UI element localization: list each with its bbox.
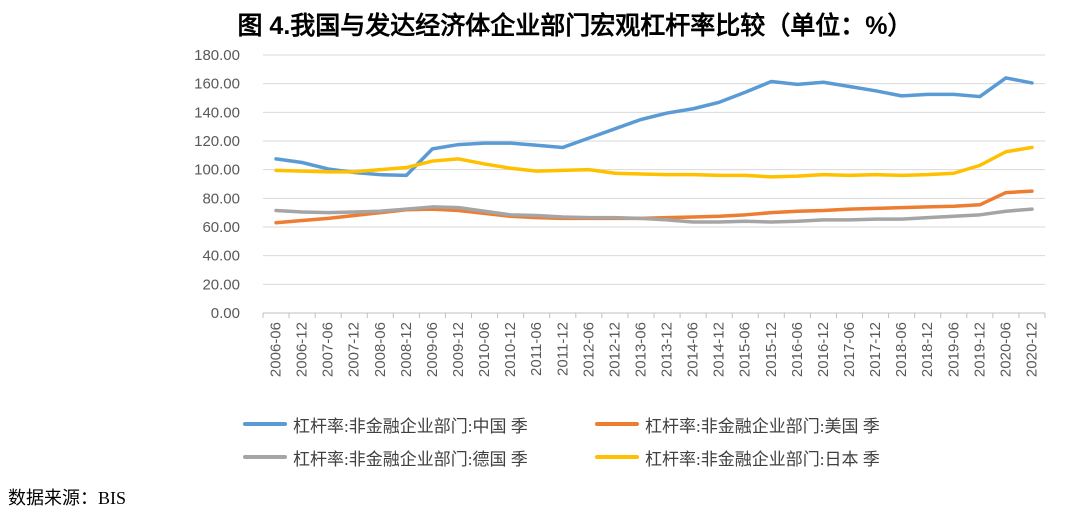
x-axis-label-2017-12: 2017-12	[867, 322, 884, 377]
x-axis-label-2012-12: 2012-12	[606, 322, 623, 377]
x-axis-label-2011-12: 2011-12	[554, 322, 571, 376]
x-axis-label-2018-12: 2018-12	[919, 322, 936, 377]
legend-swatch-us-line	[595, 422, 639, 426]
x-axis-label-2013-06: 2013-06	[632, 322, 649, 377]
y-axis-label-60.00: 60.00	[202, 219, 240, 236]
x-axis-label-2010-06: 2010-06	[476, 322, 493, 377]
x-axis-label-2015-06: 2015-06	[737, 322, 754, 377]
x-axis-label-2010-12: 2010-12	[502, 322, 519, 377]
legend-swatch-japan-line	[595, 455, 639, 459]
x-axis-label-2006-06: 2006-06	[268, 322, 285, 377]
x-axis-label-2009-12: 2009-12	[450, 322, 467, 377]
legend-label-us: 杠杆率:非金融企业部门:美国 季	[645, 416, 880, 436]
x-axis-label-2008-12: 2008-12	[398, 322, 415, 377]
y-axis-label-0.00: 0.00	[211, 305, 240, 322]
legend-item-japan: 杠杆率:非金融企业部门:日本 季	[595, 445, 947, 469]
x-axis-label-2020-06: 2020-06	[997, 322, 1014, 377]
y-axis-label-40.00: 40.00	[202, 248, 240, 265]
x-axis-label-2009-06: 2009-06	[424, 322, 441, 377]
y-axis-label-20.00: 20.00	[202, 276, 240, 293]
x-axis-label-2006-12: 2006-12	[294, 322, 311, 377]
legend-swatch-germany-line	[243, 455, 287, 459]
x-axis-label-2019-06: 2019-06	[945, 322, 962, 377]
legend-label-japan: 杠杆率:非金融企业部门:日本 季	[645, 449, 880, 469]
y-axis-label-160.00: 160.00	[194, 76, 240, 93]
x-axis-label-2012-06: 2012-06	[580, 322, 597, 377]
x-axis-label-2019-12: 2019-12	[971, 322, 988, 377]
x-axis-label-2014-06: 2014-06	[685, 322, 702, 377]
legend: 杠杆率:非金融企业部门:中国 季 杠杆率:非金融企业部门:美国 季 杠杆率:非金…	[55, 412, 1080, 469]
x-axis-label-2014-12: 2014-12	[711, 322, 728, 377]
x-axis-label-2016-12: 2016-12	[815, 322, 832, 377]
x-axis-label-2011-06: 2011-06	[528, 322, 545, 376]
y-axis-label-140.00: 140.00	[194, 104, 240, 121]
x-axis-label-2020-12: 2020-12	[1023, 322, 1040, 377]
legend-swatch-china-line	[243, 422, 287, 426]
legend-item-germany: 杠杆率:非金融企业部门:德国 季	[243, 445, 595, 469]
legend-label-germany: 杠杆率:非金融企业部门:德国 季	[293, 449, 528, 469]
source-note: 数据来源：BIS	[8, 488, 127, 508]
y-axis-label-80.00: 80.00	[202, 190, 240, 207]
x-axis-label-2016-06: 2016-06	[789, 322, 806, 377]
legend-label-china: 杠杆率:非金融企业部门:中国 季	[293, 416, 528, 436]
x-axis-label-2008-06: 2008-06	[372, 322, 389, 377]
series-line-germany	[274, 205, 1034, 224]
legend-item-us: 杠杆率:非金融企业部门:美国 季	[595, 412, 947, 436]
chart-title: 图 4.我国与发达经济体企业部门宏观杠杆率比较（单位：%）	[237, 12, 913, 40]
x-axis-label-2013-12: 2013-12	[659, 322, 676, 377]
legend-item-china: 杠杆率:非金融企业部门:中国 季	[243, 412, 595, 436]
x-axis-label-2015-12: 2015-12	[763, 322, 780, 377]
series-line-china	[274, 76, 1034, 178]
x-axis-label-2007-12: 2007-12	[346, 322, 363, 377]
y-axis-label-120.00: 120.00	[194, 133, 240, 150]
x-axis-label-2017-06: 2017-06	[841, 322, 858, 377]
series-line-japan	[274, 145, 1034, 179]
y-axis-label-100.00: 100.00	[194, 162, 240, 179]
x-axis-label-2018-06: 2018-06	[893, 322, 910, 377]
y-axis-label-180.00: 180.00	[194, 47, 240, 64]
x-axis-label-2007-06: 2007-06	[320, 322, 337, 377]
